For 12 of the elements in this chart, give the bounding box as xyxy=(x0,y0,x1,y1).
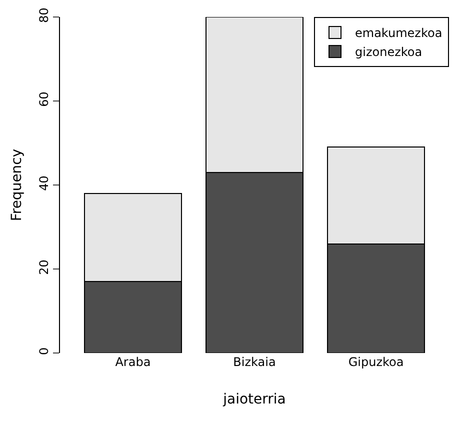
legend-label: gizonezkoa xyxy=(355,45,422,60)
legend-label: emakumezkoa xyxy=(355,26,442,40)
y-tick-label: 20 xyxy=(37,260,52,275)
x-tick-label: Araba xyxy=(115,355,151,369)
y-tick-label: 40 xyxy=(37,176,52,191)
y-tick-label: 60 xyxy=(37,92,52,107)
x-tick-label: Bizkaia xyxy=(233,355,276,369)
y-axis-title: Frequency xyxy=(8,148,25,222)
x-tick-label: Gipuzkoa xyxy=(348,355,404,369)
y-tick-label: 80 xyxy=(37,8,52,23)
y-tick-label: 0 xyxy=(37,347,52,356)
x-axis-title: jaioterria xyxy=(222,391,286,408)
